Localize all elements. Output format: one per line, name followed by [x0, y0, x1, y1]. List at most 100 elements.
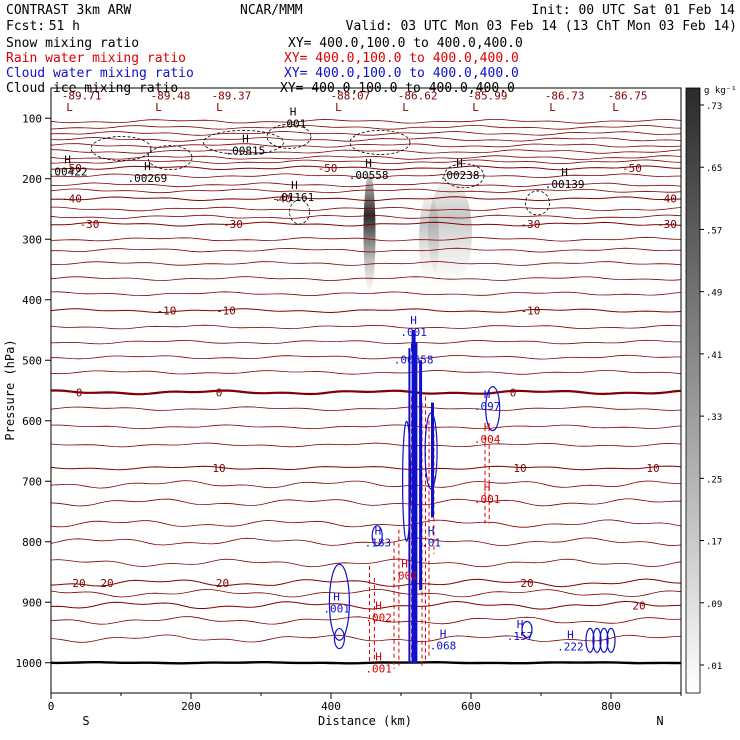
temperature-isotherm-labeled [50, 578, 682, 588]
y-tick-label: 300 [22, 233, 42, 246]
surface-line [50, 660, 682, 665]
cloud-water-contour [599, 627, 609, 653]
colorbar-tick-label: .41 [706, 351, 722, 361]
low-center-value: -89.48 [151, 89, 191, 102]
y-tick-label: 600 [22, 415, 42, 428]
cloud-ice-contour [349, 130, 411, 155]
temperature-isotherm [50, 424, 682, 430]
isotherm-label: 20 [216, 577, 229, 590]
cloud-water-max-marker: H [440, 627, 447, 640]
isotherm-label: 10 [212, 462, 225, 475]
cloud-water-max-value: .097 [474, 400, 501, 413]
colorbar-tick-label: .01 [706, 662, 722, 672]
cloud-water-max-marker: H [333, 591, 340, 604]
isotherm-label: -50 [318, 162, 338, 175]
field-xy-rain: XY= 400.0,100.0 to 400.0,400.0 [284, 51, 519, 66]
isotherm-label: -30 [521, 218, 541, 231]
colorbar-tick-label: .65 [706, 164, 722, 174]
temperature-isotherm [50, 442, 682, 448]
isotherm-label: 0 [76, 386, 83, 399]
colorbar-tick-label: .57 [706, 226, 722, 236]
snow-shading-layer [363, 173, 472, 294]
x-tick-label: 600 [461, 700, 481, 713]
temperature-isotherm [50, 616, 682, 625]
temperature-isotherm [50, 558, 682, 568]
low-center-marker: L [549, 101, 556, 114]
ice-max-marker: H [561, 166, 568, 179]
temperature-isotherm [50, 159, 682, 165]
x-tick-label: 0 [48, 700, 55, 713]
cloud-water-max-value: .183 [365, 537, 392, 550]
cloud-water-max-value: .01 [421, 537, 441, 550]
ice-max-value: .00815 [226, 145, 266, 158]
low-center-marker: L [612, 101, 619, 114]
temperature-isotherm [50, 339, 681, 345]
temperature-isotherm [50, 324, 682, 330]
fcst-label: Fcst: [6, 19, 45, 34]
ice-max-value: .00139 [545, 178, 585, 191]
field-xy-cloudwater: XY= 400.0,100.0 to 400.0,400.0 [284, 66, 519, 81]
cloud-water-max-value: .001 [400, 326, 427, 339]
cloud-water-contour [402, 420, 412, 542]
low-center-value: -89.71 [62, 89, 102, 102]
cloud-water-contour [521, 620, 533, 639]
x-axis-title: Distance (km) [318, 714, 412, 728]
colorbar-tick-label: .25 [706, 475, 722, 485]
x-tick-label: 200 [181, 700, 201, 713]
cloud-ice-contour [90, 136, 152, 161]
cloud-water-max-value: .157 [507, 630, 534, 643]
rain-max-value: .004 [474, 433, 501, 446]
cloud-water-contour [424, 412, 438, 490]
ice-max-value: .01161 [275, 191, 315, 204]
temperature-isotherm [51, 206, 682, 212]
y-tick-label: 1000 [16, 657, 43, 670]
colorbar-tick-label: .17 [706, 538, 722, 548]
cloud-water-max-marker: H [428, 525, 435, 538]
colorbar-tick-label: .49 [706, 289, 722, 299]
cloud-water-contour [328, 563, 350, 641]
cloud-water-max-value: .068 [430, 639, 457, 652]
low-center-marker: L [155, 101, 162, 114]
field-name-cloudwater: Cloud water mixing ratio [6, 66, 194, 81]
isotherm-label: -10 [521, 305, 541, 318]
y-tick-label: 800 [22, 536, 42, 549]
rain-max-value: .001 [474, 493, 501, 506]
temperature-isotherm [50, 188, 682, 194]
isotherm-label: 10 [646, 462, 659, 475]
isotherm-label: -40 [62, 193, 82, 206]
temperature-isotherm [50, 634, 681, 643]
cloud-ice-contour [525, 190, 550, 216]
cloud-water-contour [585, 627, 595, 653]
low-center-marker: L [335, 101, 342, 114]
ice-max-marker: H [144, 160, 151, 173]
cloud-water-max-value: .001 [323, 603, 350, 616]
y-axis-title: Pressure (hPa) [3, 339, 17, 440]
low-center-value: -85.99 [468, 89, 508, 102]
cloud-ice-contour [203, 130, 284, 155]
cloud-water-contour [606, 627, 616, 653]
temperature-isotherm [51, 247, 681, 253]
isotherm-label: 10 [513, 462, 526, 475]
temperature-isotherm-labeled [51, 389, 682, 396]
x-tick-label: 400 [321, 700, 341, 713]
isotherm-label: -10 [216, 305, 236, 318]
plot-frame [50, 87, 682, 694]
isotherm-label: -40 [272, 193, 292, 206]
isotherm-label: -40 [657, 193, 677, 206]
temperature-isotherm [50, 291, 682, 297]
temperature-isotherm-labeled [50, 165, 682, 171]
colorbar-unit: g kg⁻¹ [704, 86, 737, 96]
temperature-isotherm [50, 214, 682, 220]
field-name-snow: Snow mixing ratio [6, 36, 139, 51]
low-center-marker: L [216, 101, 223, 114]
temperature-isotherm-labeled [50, 600, 682, 610]
isotherm-label: 0 [510, 386, 517, 399]
temperature-isotherm [50, 588, 682, 598]
snow-column-broad [428, 178, 472, 289]
y-tick-label: 900 [22, 596, 42, 609]
temperature-isotherm-labeled [50, 308, 682, 314]
cloud-water-max-value: .00658 [394, 353, 434, 366]
temperature-isotherm [50, 182, 682, 188]
colorbar-tick-label: .33 [706, 413, 722, 423]
ice-max-marker: H [365, 157, 372, 170]
